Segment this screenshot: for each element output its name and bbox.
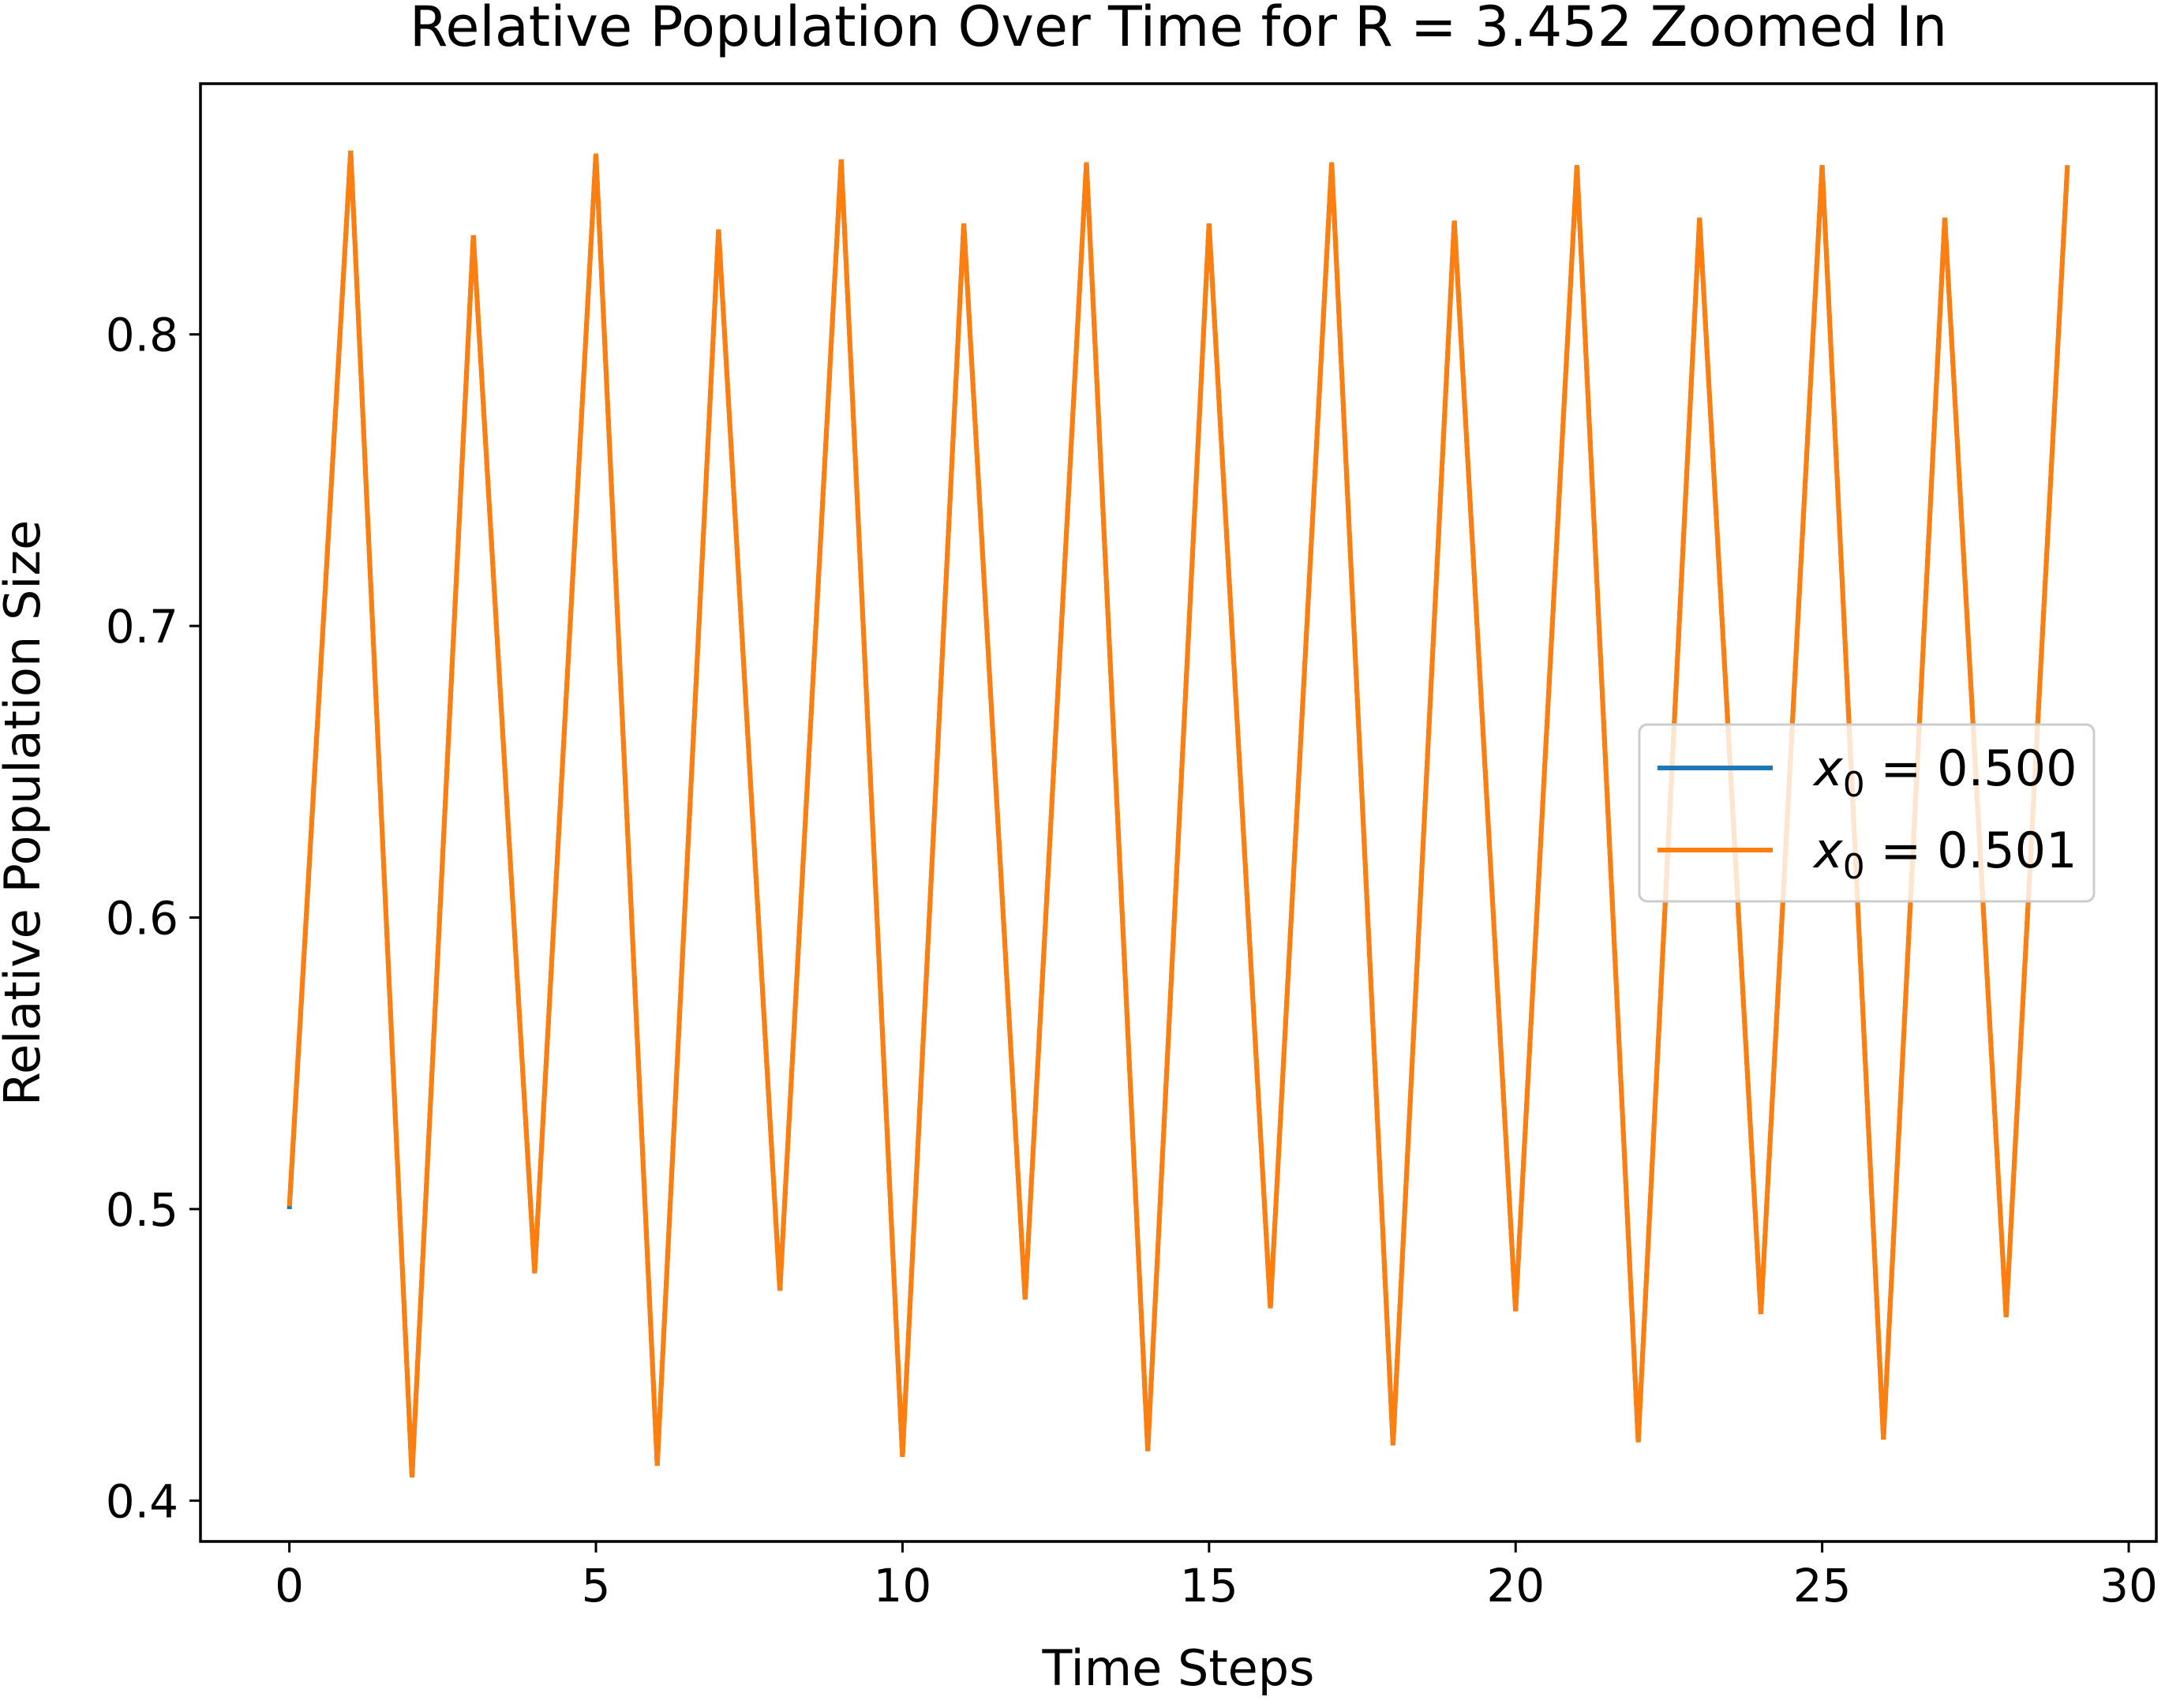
x-tick-label: 30: [2099, 1559, 2158, 1612]
x-tick-label: 25: [1793, 1559, 1852, 1612]
x-axis-label: Time Steps: [1042, 1639, 1315, 1697]
chart-title: Relative Population Over Time for R = 3.…: [410, 0, 1947, 59]
legend-label-x0-0501: x0 = 0.501: [1812, 822, 2077, 887]
x-tick-label: 15: [1180, 1559, 1238, 1612]
y-axis: 0.4 0.5 0.6 0.7 0.8: [106, 309, 200, 1528]
x-tick-label: 20: [1486, 1559, 1545, 1612]
plot-area: [287, 150, 2070, 1478]
x-tick-label: 5: [582, 1559, 611, 1612]
y-tick-label: 0.4: [106, 1474, 178, 1528]
x-tick-label: 0: [275, 1559, 304, 1612]
y-tick-label: 0.7: [106, 600, 178, 654]
y-tick-label: 0.8: [106, 309, 178, 362]
legend-label-x0-0500: x0 = 0.500: [1812, 740, 2077, 805]
y-tick-label: 0.5: [106, 1183, 178, 1237]
series-line-1: [287, 150, 2070, 1478]
axes-frame: [199, 82, 2158, 1543]
x-axis: 0 5 10 15 20 25 30: [275, 1541, 2158, 1612]
legend: x0 = 0.500 x0 = 0.501: [1638, 723, 2096, 903]
y-tick-label: 0.6: [106, 891, 178, 945]
x-tick-label: 10: [874, 1559, 932, 1612]
y-axis-label: Relative Population Size: [0, 520, 51, 1106]
